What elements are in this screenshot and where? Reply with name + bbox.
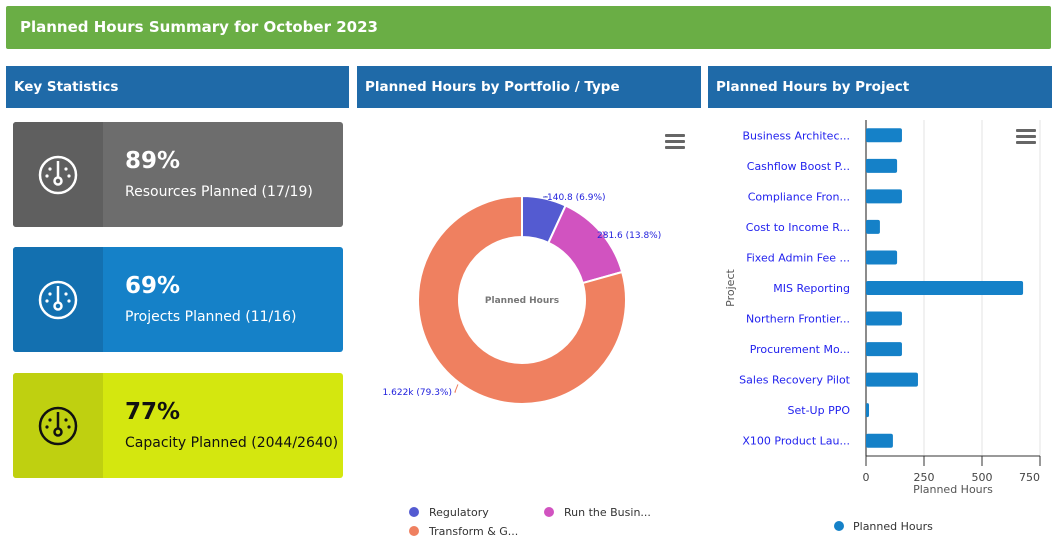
gauge-icon xyxy=(13,247,103,352)
category-label[interactable]: Northern Frontier... xyxy=(746,313,850,326)
stat-label: Resources Planned (17/19) xyxy=(125,184,313,200)
bar[interactable] xyxy=(866,372,918,387)
slice-connector xyxy=(543,195,548,198)
category-label[interactable]: Cost to Income R... xyxy=(746,221,850,234)
x-axis-title: Planned Hours xyxy=(913,483,993,496)
category-label[interactable]: Cashflow Boost P... xyxy=(747,160,850,173)
bar[interactable] xyxy=(866,128,902,143)
gauge-icon xyxy=(13,373,103,478)
chart-menu-button[interactable] xyxy=(665,134,685,150)
stat-percent: 89% xyxy=(125,148,181,174)
category-label[interactable]: Sales Recovery Pilot xyxy=(739,374,851,387)
legend-marker[interactable] xyxy=(409,526,419,536)
bar[interactable] xyxy=(866,250,898,265)
category-label[interactable]: MIS Reporting xyxy=(773,282,850,295)
chart-menu-button[interactable] xyxy=(1016,129,1036,145)
panel-header-project: Planned Hours by Project xyxy=(708,66,1052,108)
gauge-icon xyxy=(13,122,103,227)
project-bar-chart: 0 250 500 750 Business Architec... Cashflow B… xyxy=(724,120,1041,533)
legend-item[interactable]: Run the Busin... xyxy=(564,506,651,519)
category-label[interactable]: Procurement Mo... xyxy=(750,343,850,356)
category-label[interactable]: X100 Product Lau... xyxy=(742,435,850,448)
slice-data-label: 281.6 (13.8%) xyxy=(597,231,661,241)
category-label[interactable]: Fixed Admin Fee ... xyxy=(746,251,850,264)
panel-header-key-statistics: Key Statistics xyxy=(6,66,349,108)
panel-header-portfolio: Planned Hours by Portfolio / Type xyxy=(357,66,701,108)
donut-slice xyxy=(417,194,627,405)
x-tick-label: 250 xyxy=(914,471,935,484)
bar[interactable] xyxy=(866,433,893,448)
slice-data-label: 1.622k (79.3%) xyxy=(383,388,452,398)
y-axis-title: Project xyxy=(724,268,737,306)
x-tick-label: 750 xyxy=(1019,471,1040,484)
legend-item[interactable]: Regulatory xyxy=(429,506,489,519)
slice-connector xyxy=(454,384,459,393)
bar[interactable] xyxy=(866,158,898,173)
page-header: Planned Hours Summary for October 2023 xyxy=(6,6,1051,49)
stat-card: 77% Capacity Planned (2044/2640) xyxy=(13,373,343,478)
bar[interactable] xyxy=(866,219,880,234)
category-label[interactable]: Business Architec... xyxy=(742,129,850,142)
legend-marker[interactable] xyxy=(409,507,419,517)
stat-card: 69% Projects Planned (11/16) xyxy=(13,247,343,352)
stat-label: Projects Planned (11/16) xyxy=(125,309,297,325)
page-title: Planned Hours Summary for October 2023 xyxy=(20,18,378,36)
portfolio-donut-chart: 140.8 (6.9%) 281.6 (13.8%) 1.622k (79.3%) P… xyxy=(383,193,662,538)
x-tick-label: 0 xyxy=(863,471,870,484)
bar[interactable] xyxy=(866,311,902,326)
legend-item[interactable]: Planned Hours xyxy=(853,520,933,533)
bar[interactable] xyxy=(866,342,902,357)
bar[interactable] xyxy=(866,403,870,418)
slice-data-label: 140.8 (6.9%) xyxy=(547,193,606,203)
x-tick-label: 500 xyxy=(972,471,993,484)
stat-label: Capacity Planned (2044/2640) xyxy=(125,435,339,451)
slice-connector xyxy=(593,230,607,236)
stat-percent: 77% xyxy=(125,399,181,425)
category-label[interactable]: Set-Up PPO xyxy=(788,404,851,417)
legend-marker[interactable] xyxy=(834,521,844,531)
category-label[interactable]: Compliance Fron... xyxy=(748,190,850,203)
stat-percent: 69% xyxy=(125,273,181,299)
bar[interactable] xyxy=(866,189,902,204)
legend-marker[interactable] xyxy=(544,507,554,517)
legend-item[interactable]: Transform & G... xyxy=(428,525,518,538)
donut-slice xyxy=(547,204,624,285)
stat-card: 89% Resources Planned (17/19) xyxy=(13,122,343,227)
bar[interactable] xyxy=(866,281,1024,295)
donut-center-label: Planned Hours xyxy=(485,296,559,306)
